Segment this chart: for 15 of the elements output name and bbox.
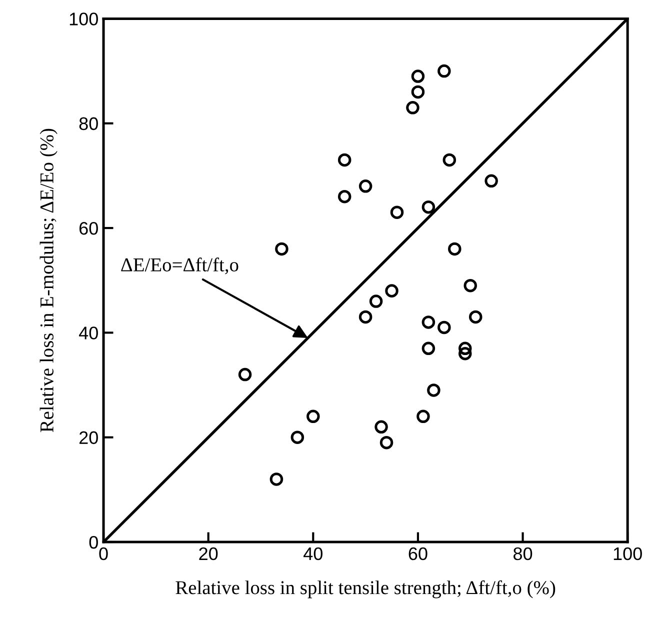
y-axis-title: Relative loss in E-modulus; ΔE/Eo (%)	[40, 128, 58, 432]
x-tick-label: 80	[514, 547, 532, 560]
x-tick-label: 40	[304, 547, 322, 560]
y-tick-label: 20	[79, 431, 98, 444]
x-axis-title: Relative loss in split tensile strength; Δft/ft,o (%)	[176, 580, 556, 598]
x-tick-label: 0	[99, 547, 108, 560]
x-tick-label: 60	[408, 547, 428, 560]
x-tick-label: 100	[614, 547, 642, 560]
y-tick-label: 80	[79, 117, 98, 130]
annotation: ΔE/Eo=Δft/ft,o	[121, 258, 238, 274]
y-tick-label: 100	[70, 12, 98, 26]
y-tick-label: 0	[89, 536, 98, 549]
x-tick-label: 20	[199, 547, 218, 560]
y-tick-label: 60	[79, 222, 98, 235]
y-tick-label: 40	[78, 326, 98, 340]
